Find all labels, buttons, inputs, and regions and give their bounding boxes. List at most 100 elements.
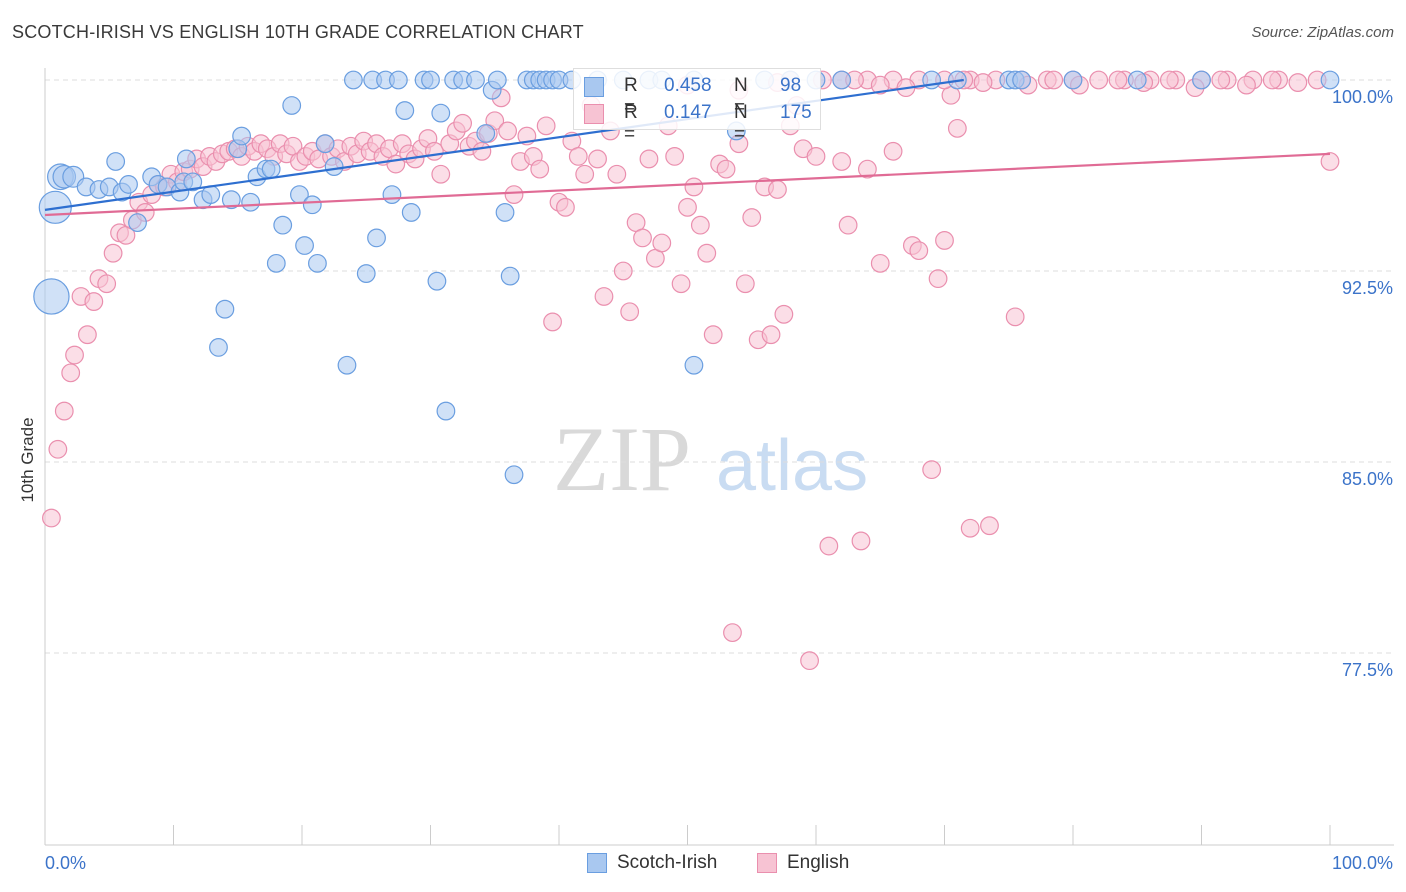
english-point (594, 287, 614, 306)
scotch-irish-point (106, 152, 126, 171)
r-label: R = (624, 75, 638, 118)
english-point (832, 152, 852, 171)
scotch-irish-point (1192, 70, 1211, 90)
n-label: N = (734, 75, 748, 118)
scotch-irish-point (344, 70, 363, 90)
english-point (575, 164, 595, 184)
correlation-legend: R = 0.458 N = 98 R = 0.147 N = 175 (573, 68, 821, 145)
scotch-irish-point (431, 103, 451, 123)
english-point (684, 177, 704, 197)
english-point (870, 75, 890, 95)
english-point (819, 536, 839, 556)
n-value: 175 (780, 102, 812, 123)
legend-label: English (787, 852, 850, 873)
english-point (858, 159, 877, 179)
scotch-irish-point (1320, 70, 1340, 90)
x-tick-label: 0.0% (45, 853, 86, 873)
english-point (485, 111, 505, 131)
english-point (723, 623, 742, 643)
scotch-irish-point (382, 185, 402, 205)
english-point (568, 146, 588, 166)
english-point (453, 113, 473, 133)
scotch-irish-point (436, 401, 456, 421)
scotch-irish-point (337, 355, 357, 375)
scotch-irish-point (500, 266, 520, 286)
english-point (947, 118, 967, 138)
scotch-irish-swatch (587, 853, 607, 873)
english-point (1288, 73, 1308, 92)
english-point (742, 208, 762, 227)
chart-title: SCOTCH-IRISH VS ENGLISH 10TH GRADE CORRE… (12, 22, 584, 42)
english-point (1211, 70, 1231, 90)
scotch-irish-point (356, 264, 376, 283)
scotch-irish-point (367, 228, 386, 248)
english-point (613, 261, 633, 281)
source-label: Source: ZipAtlas.com (1251, 24, 1394, 41)
english-point (960, 518, 980, 538)
english-point (639, 149, 659, 169)
english-point (697, 243, 717, 263)
scotch-irish-point (504, 465, 524, 485)
english-point (65, 345, 84, 365)
english-point (530, 159, 550, 179)
scotch-irish-point (209, 338, 228, 357)
english-point (472, 141, 492, 161)
scotch-irish-point (495, 203, 515, 222)
scotch-irish-point (176, 149, 196, 169)
scotch-irish-point (119, 175, 138, 194)
scotch-irish-point (308, 253, 327, 273)
english-point (838, 215, 858, 235)
english-point (543, 312, 562, 332)
english-point (103, 243, 123, 263)
english-point (556, 197, 575, 217)
scotch-irish-point (388, 70, 408, 90)
english-point (870, 253, 890, 273)
english-point (768, 180, 787, 199)
english-point (671, 274, 691, 294)
legend-label: Scotch-Irish (617, 852, 718, 873)
english-point (774, 304, 794, 324)
english-point (761, 325, 781, 345)
scotch-irish-point (1012, 70, 1031, 90)
english-point (922, 460, 942, 480)
english-point (97, 274, 117, 294)
scotch-irish-point (221, 190, 241, 210)
english-point (652, 233, 672, 253)
english-point (633, 228, 652, 248)
english-point (42, 508, 61, 528)
english-point (1089, 70, 1109, 90)
english-point (48, 439, 68, 459)
y-tick-label: 100.0% (1332, 87, 1393, 107)
scotch-irish-point (295, 236, 314, 255)
english-point (973, 73, 993, 92)
english-point (78, 325, 97, 345)
scotch-irish-swatch (584, 77, 604, 97)
english-point (928, 269, 948, 289)
english-point (735, 274, 755, 294)
english-point (665, 146, 685, 166)
scotch-irish-point (476, 124, 496, 143)
english-point (607, 164, 627, 184)
english-point (1237, 75, 1256, 95)
scotch-irish-point (684, 355, 704, 375)
watermark-atlas: atlas (716, 426, 868, 506)
scotch-irish-point (232, 126, 252, 146)
english-trendline (44, 152, 1331, 217)
english-point (678, 197, 697, 217)
english-point (1005, 307, 1025, 327)
r-label: R = (624, 102, 638, 145)
english-point (800, 651, 819, 671)
y-tick-label: 92.5% (1342, 278, 1393, 298)
english-point (1044, 70, 1064, 90)
scotch-irish-point (241, 192, 261, 212)
y-tick-label: 77.5% (1342, 660, 1393, 680)
english-point (61, 363, 81, 383)
english-point (504, 185, 524, 205)
scotch-irish-point (1127, 70, 1147, 90)
english-point (806, 146, 826, 166)
english-point (980, 516, 999, 536)
english-point (909, 241, 929, 261)
y-axis-label: 10th Grade (18, 417, 37, 503)
english-swatch (757, 853, 777, 873)
